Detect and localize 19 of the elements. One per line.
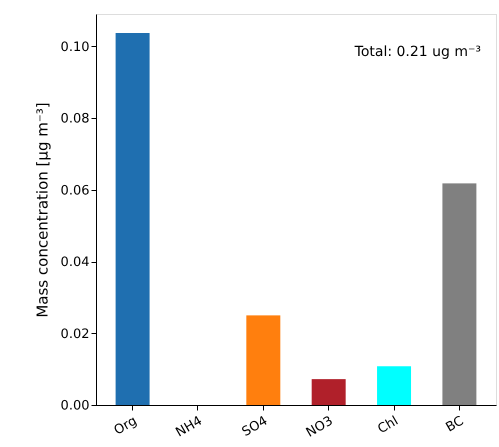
y-tick-label: 0.08 bbox=[60, 112, 90, 127]
y-axis-title: Mass concentration [μg m⁻³] bbox=[34, 102, 52, 318]
y-tick-label: 0.06 bbox=[60, 183, 90, 198]
bar bbox=[246, 315, 280, 405]
bar bbox=[116, 33, 150, 405]
x-tick-label: NH4 bbox=[173, 414, 205, 441]
x-tick-label: NO3 bbox=[304, 414, 336, 441]
y-tick-label: 0.02 bbox=[60, 326, 90, 342]
bar bbox=[377, 366, 412, 405]
y-tick-label: 0.00 bbox=[60, 398, 90, 414]
y-tick-label: 0.04 bbox=[60, 255, 90, 270]
x-tick-label: Org bbox=[112, 414, 140, 438]
x-tick-label: SO4 bbox=[240, 414, 270, 440]
x-tick-label: Chl bbox=[375, 414, 402, 438]
annotation: Total: 0.21 ug m⁻³ bbox=[354, 44, 481, 60]
y-tick-label: 0.10 bbox=[60, 40, 90, 55]
bar bbox=[312, 379, 346, 405]
x-tick-label: BC bbox=[444, 414, 466, 436]
bar bbox=[442, 183, 476, 405]
